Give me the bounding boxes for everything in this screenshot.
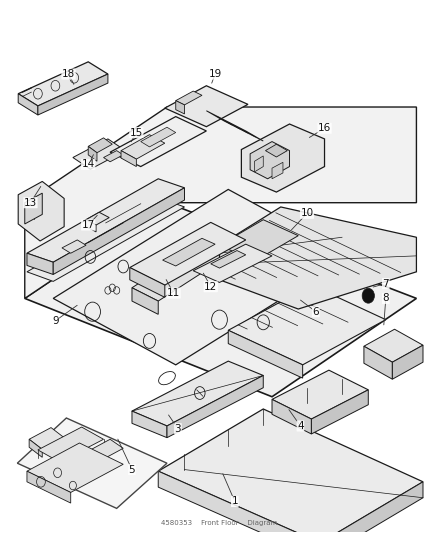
Polygon shape — [241, 124, 324, 192]
Polygon shape — [18, 62, 108, 106]
Polygon shape — [132, 411, 166, 438]
Text: 12: 12 — [204, 282, 217, 292]
Polygon shape — [132, 288, 158, 314]
Polygon shape — [132, 243, 228, 301]
Polygon shape — [158, 471, 319, 533]
Circle shape — [361, 288, 374, 303]
Polygon shape — [228, 330, 302, 378]
Text: 15: 15 — [130, 127, 143, 138]
Text: 7: 7 — [381, 279, 388, 288]
Polygon shape — [73, 139, 125, 169]
Polygon shape — [164, 86, 247, 127]
Polygon shape — [86, 220, 96, 232]
Polygon shape — [27, 179, 184, 262]
Text: 5: 5 — [128, 465, 135, 474]
Polygon shape — [210, 251, 245, 268]
Text: 4580353    Front Floor    Diagram: 4580353 Front Floor Diagram — [161, 520, 277, 526]
Polygon shape — [311, 390, 367, 434]
Text: 6: 6 — [312, 306, 318, 317]
Polygon shape — [88, 138, 112, 153]
Text: 3: 3 — [174, 424, 181, 434]
Text: 18: 18 — [62, 69, 75, 79]
Polygon shape — [88, 147, 97, 161]
Polygon shape — [25, 193, 42, 224]
Polygon shape — [130, 222, 245, 285]
Polygon shape — [130, 268, 164, 297]
Polygon shape — [219, 207, 416, 309]
Polygon shape — [219, 220, 297, 261]
Polygon shape — [27, 471, 71, 503]
Text: 8: 8 — [381, 293, 388, 303]
Polygon shape — [392, 345, 422, 379]
Polygon shape — [103, 151, 123, 162]
Polygon shape — [86, 212, 109, 225]
Polygon shape — [53, 189, 350, 365]
Polygon shape — [18, 94, 38, 115]
Polygon shape — [25, 107, 416, 298]
Text: 17: 17 — [81, 220, 95, 230]
Polygon shape — [17, 418, 166, 508]
Polygon shape — [363, 346, 392, 379]
Polygon shape — [90, 439, 123, 459]
Polygon shape — [254, 156, 263, 172]
Polygon shape — [27, 253, 53, 274]
Text: 4: 4 — [297, 421, 303, 431]
Polygon shape — [121, 151, 136, 166]
Polygon shape — [272, 399, 311, 434]
Polygon shape — [121, 135, 164, 159]
Text: 13: 13 — [24, 198, 37, 208]
Text: 16: 16 — [317, 123, 330, 133]
Polygon shape — [27, 197, 184, 281]
Polygon shape — [272, 370, 367, 419]
Polygon shape — [363, 329, 422, 362]
Text: 9: 9 — [52, 316, 59, 326]
Polygon shape — [62, 240, 86, 253]
Polygon shape — [206, 111, 263, 141]
Text: 19: 19 — [208, 69, 221, 79]
Polygon shape — [228, 285, 385, 365]
Polygon shape — [110, 117, 206, 166]
Text: 10: 10 — [300, 208, 313, 219]
Polygon shape — [193, 244, 272, 282]
Polygon shape — [132, 361, 263, 426]
Polygon shape — [29, 427, 64, 449]
Polygon shape — [162, 238, 215, 266]
Polygon shape — [53, 188, 184, 274]
Polygon shape — [166, 375, 263, 438]
Polygon shape — [25, 203, 416, 397]
Text: 14: 14 — [81, 159, 95, 169]
Polygon shape — [38, 74, 108, 115]
Polygon shape — [319, 482, 422, 533]
Polygon shape — [27, 443, 123, 492]
Polygon shape — [29, 439, 42, 457]
Polygon shape — [265, 144, 287, 157]
Text: 1: 1 — [231, 496, 237, 506]
Polygon shape — [272, 163, 283, 179]
Polygon shape — [141, 127, 175, 147]
Polygon shape — [38, 427, 103, 462]
Polygon shape — [158, 409, 422, 533]
Polygon shape — [175, 91, 201, 105]
Polygon shape — [250, 142, 289, 179]
Polygon shape — [175, 101, 184, 114]
Polygon shape — [18, 181, 64, 241]
Text: 11: 11 — [166, 288, 180, 298]
